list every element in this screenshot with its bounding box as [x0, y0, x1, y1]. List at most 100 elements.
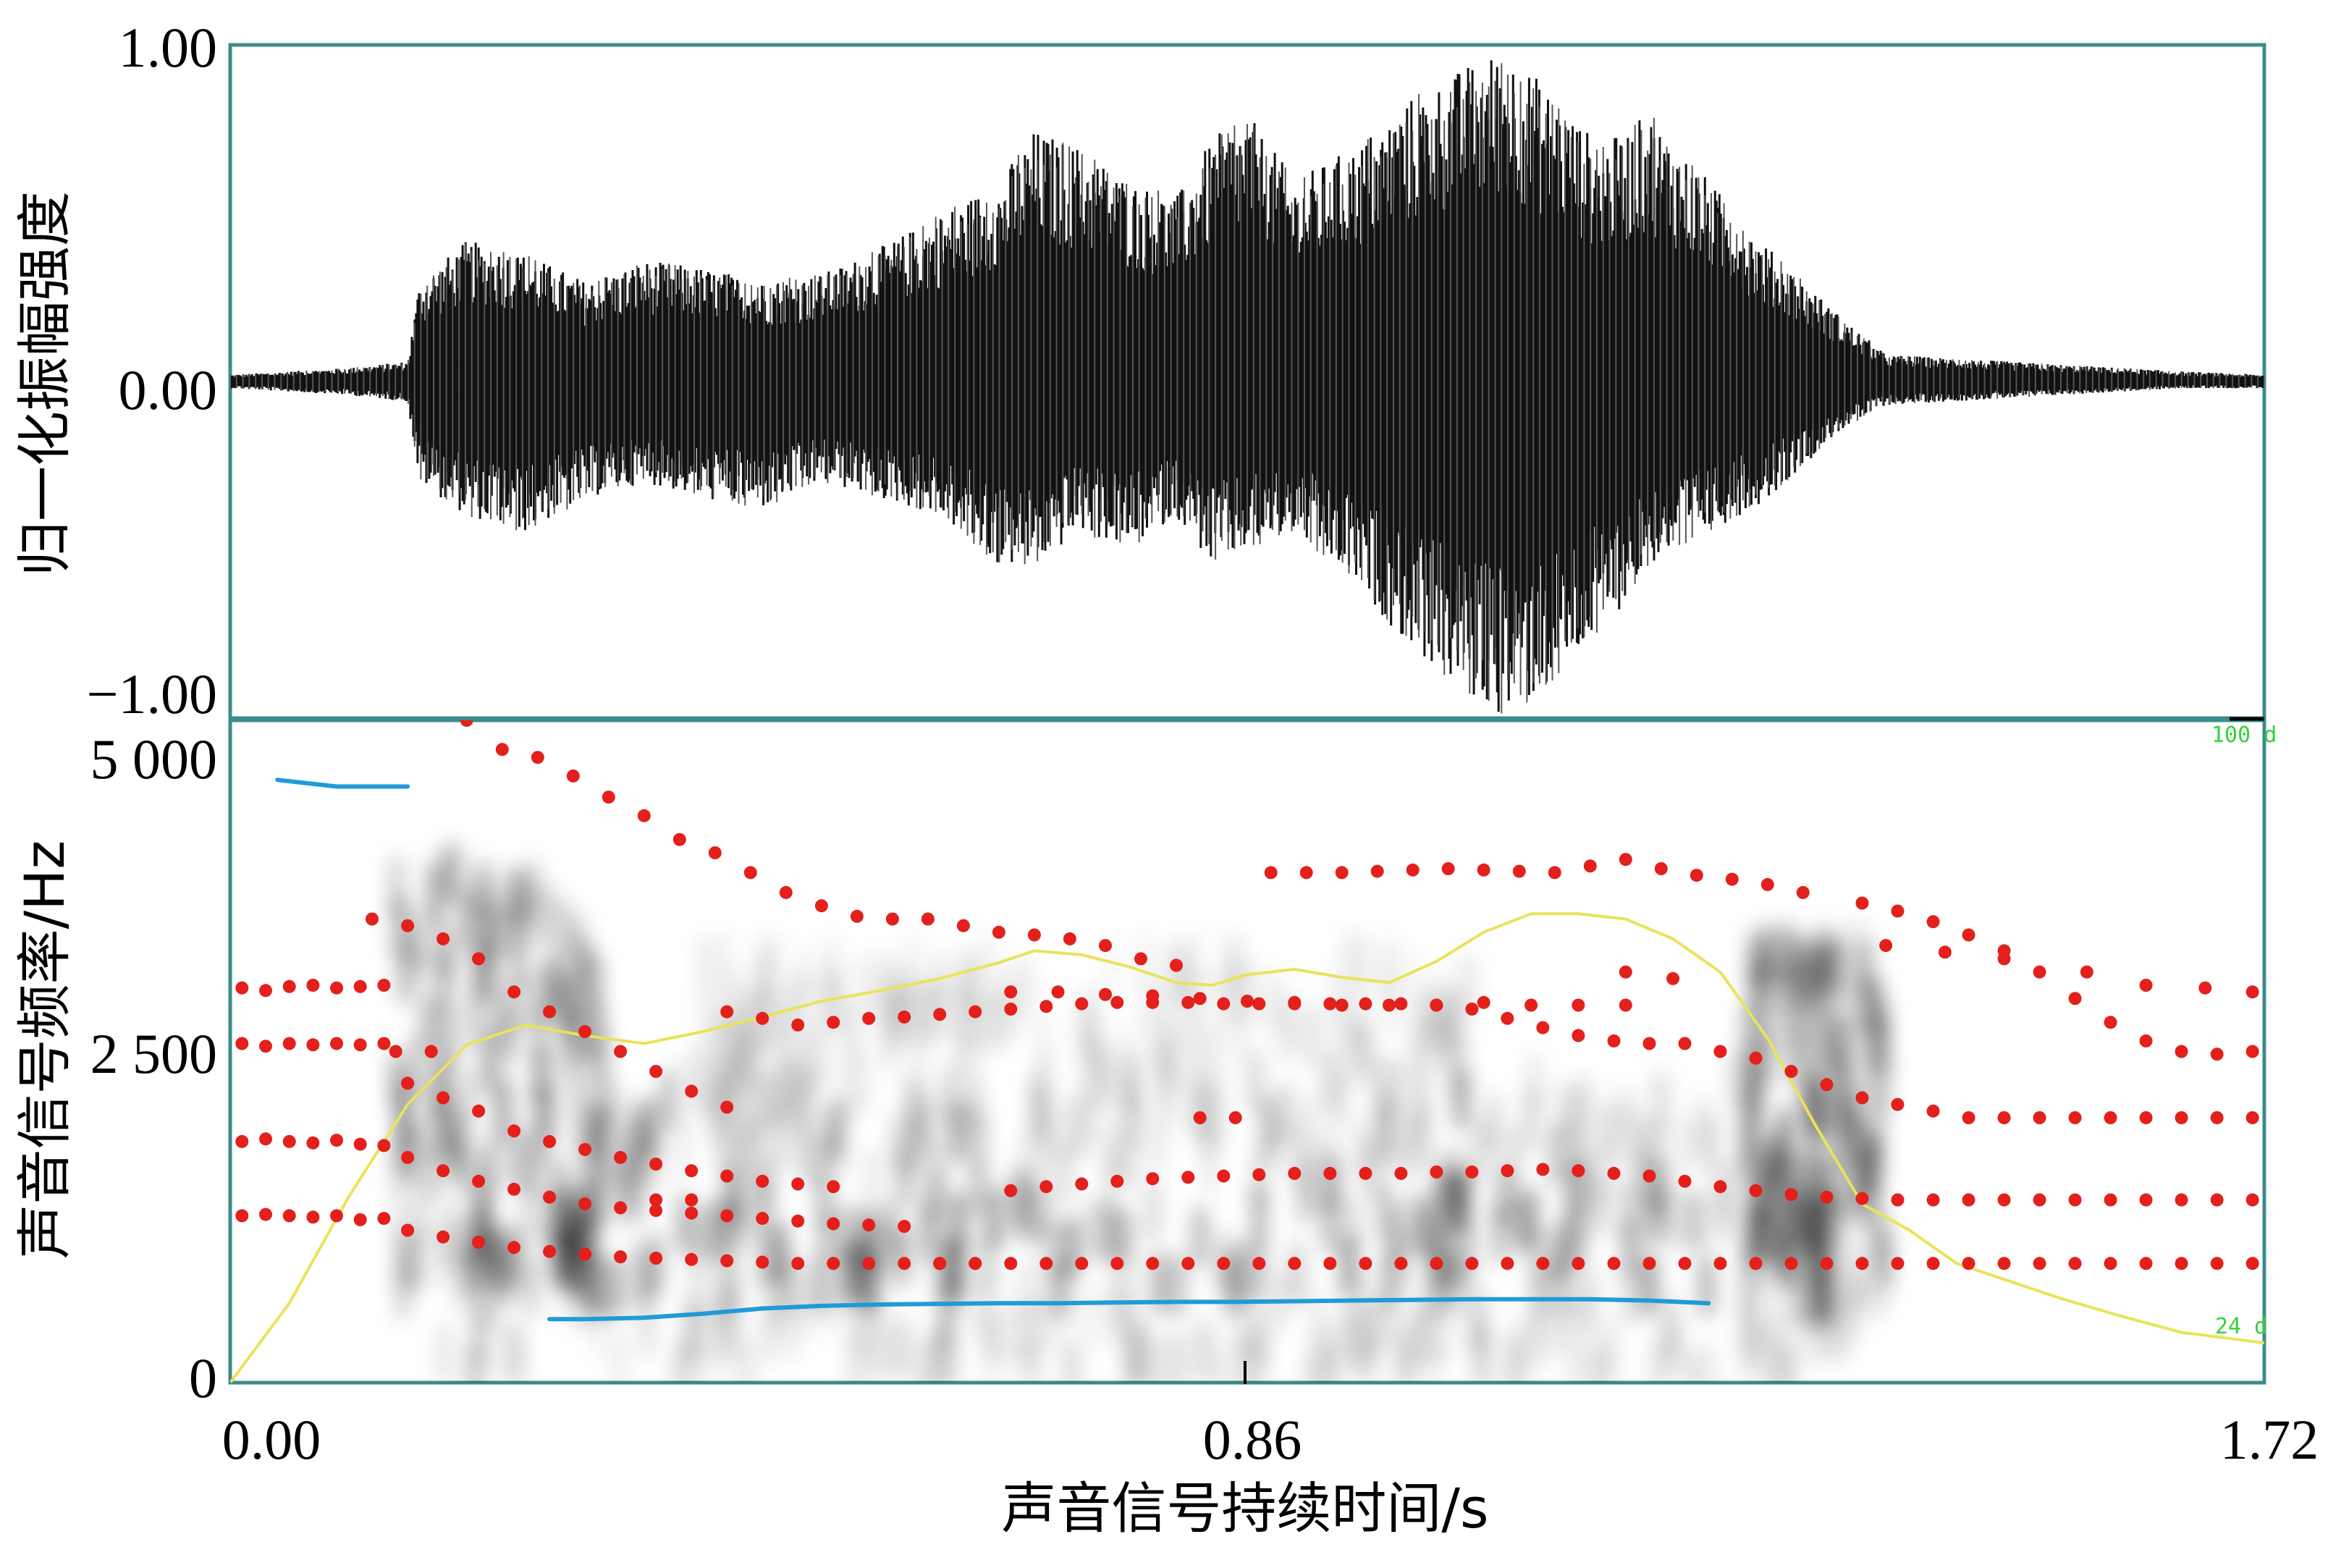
formant-point: [921, 912, 935, 926]
formant-point: [2033, 1193, 2046, 1207]
intensity-line: [230, 912, 2264, 1383]
formant-point: [1075, 1257, 1089, 1270]
formant-point: [472, 1104, 486, 1118]
pitch-line: [547, 1297, 1711, 1322]
formant-point: [1796, 885, 1810, 899]
formant-point: [2104, 1111, 2117, 1124]
formant-point: [1170, 958, 1183, 972]
formant-point: [1465, 1257, 1479, 1270]
formant-point: [578, 1197, 592, 1210]
formant-point: [1394, 997, 1408, 1011]
formant-point: [1241, 995, 1254, 1008]
formant-point: [2210, 1257, 2224, 1270]
formant-point: [2068, 992, 2082, 1006]
formant-point: [685, 1252, 699, 1266]
formant-point: [827, 1217, 840, 1231]
formant-point: [1962, 1111, 1975, 1124]
formant-point: [1252, 1257, 1266, 1270]
formant-point: [1252, 997, 1266, 1011]
formant-point: [1217, 997, 1231, 1011]
formant-point: [1146, 1257, 1160, 1270]
formant-point: [720, 1209, 734, 1223]
formant-point: [330, 1134, 343, 1147]
formant-point: [2139, 1034, 2153, 1048]
formant-point: [1749, 1051, 1763, 1065]
formant-point: [1926, 1193, 1940, 1207]
formant-point: [1891, 1193, 1905, 1207]
formant-point: [1536, 1163, 1550, 1176]
formant-point: [1004, 1002, 1018, 1016]
formant-point: [306, 1038, 320, 1052]
formant-point: [1359, 1166, 1372, 1180]
formant-point: [543, 1190, 557, 1204]
x-tick-label-172: 1.72: [2220, 1408, 2319, 1471]
formant-point: [436, 932, 450, 945]
spectrogram-y-axis-title: 声音信号频率/Hz: [12, 840, 77, 1260]
waveform-signal: [230, 60, 2264, 714]
formant-point: [1879, 939, 1893, 953]
formant-point: [436, 1091, 450, 1105]
formant-point: [353, 1137, 367, 1151]
formant-point: [898, 1257, 911, 1270]
formant-point: [1477, 863, 1490, 877]
formant-point: [543, 1134, 557, 1148]
waveform-peaks: [230, 63, 2264, 714]
formant-point: [827, 1257, 840, 1270]
y-tick-label-top-1: 1.00: [119, 16, 218, 79]
formant-point: [1063, 932, 1076, 945]
corner-label-bottom: 24 d: [2215, 1314, 2267, 1339]
formant-point: [708, 846, 722, 859]
formant-point: [460, 720, 473, 727]
formant-point: [1099, 939, 1112, 953]
formant-point: [1855, 1091, 1869, 1105]
formant-point: [1134, 952, 1147, 966]
formant-point: [472, 952, 486, 966]
formant-point: [1607, 1166, 1621, 1180]
formant-point: [543, 1005, 557, 1019]
waveform-panel: 1.00 0.00 −1.00 归一化振幅强度: [12, 16, 2266, 725]
formant-point: [1501, 1011, 1514, 1025]
formant-point: [377, 1212, 391, 1226]
formant-point: [2139, 1111, 2153, 1124]
formant-point: [1997, 1111, 2011, 1124]
formant-point: [495, 743, 509, 756]
formant-point: [649, 1158, 663, 1171]
formant-point: [1962, 1257, 1975, 1270]
formant-point: [1690, 869, 1703, 882]
formant-point: [1713, 1257, 1727, 1270]
formant-point: [672, 833, 686, 846]
formant-point: [1383, 998, 1396, 1012]
formant-point: [2033, 965, 2046, 979]
formant-point: [1820, 1078, 1834, 1092]
formant-point: [578, 1247, 592, 1261]
formant-point: [2104, 1016, 2117, 1029]
formant-point: [1110, 995, 1124, 1009]
formant-point: [377, 979, 391, 992]
formant-point: [1725, 872, 1739, 886]
formant-point: [1572, 1257, 1585, 1270]
corner-label-top: 100 d: [2211, 722, 2277, 748]
formant-point: [2210, 1111, 2224, 1124]
formant-point: [827, 1180, 840, 1194]
formant-point: [827, 1016, 840, 1029]
formant-point: [898, 1220, 911, 1234]
formant-point: [2104, 1257, 2117, 1270]
formant-point: [1430, 998, 1443, 1012]
formant-point: [969, 1005, 982, 1019]
intensity-curve: [230, 912, 2264, 1383]
formant-point: [791, 1257, 805, 1270]
formant-point: [1370, 864, 1384, 878]
formant-point: [2068, 1257, 2082, 1270]
formant-point: [1784, 1065, 1798, 1078]
formant-point: [614, 1045, 628, 1058]
formant-point: [1654, 862, 1668, 875]
formant-point: [2139, 1193, 2153, 1207]
formant-point: [282, 1134, 296, 1148]
formant-point: [1678, 1037, 1692, 1050]
formant-point: [353, 979, 367, 993]
formant-point: [1713, 1045, 1727, 1058]
formant-point: [1607, 1257, 1621, 1270]
formant-point: [898, 1010, 911, 1024]
formant-point: [720, 1005, 734, 1019]
y-tick-label-top-0: 0.00: [119, 358, 218, 421]
